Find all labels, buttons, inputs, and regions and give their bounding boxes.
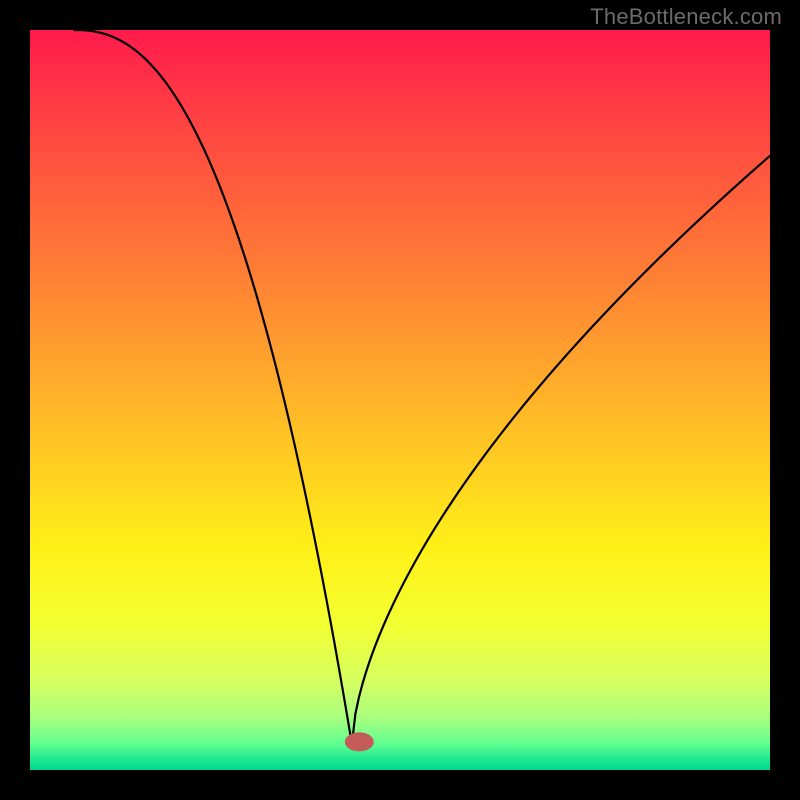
chart-frame bbox=[30, 30, 770, 770]
attribution-text: TheBottleneck.com bbox=[590, 4, 782, 30]
page-root: TheBottleneck.com bbox=[0, 0, 800, 800]
plot-background bbox=[30, 30, 770, 770]
min-marker bbox=[345, 733, 373, 751]
bottleneck-chart bbox=[30, 30, 770, 770]
